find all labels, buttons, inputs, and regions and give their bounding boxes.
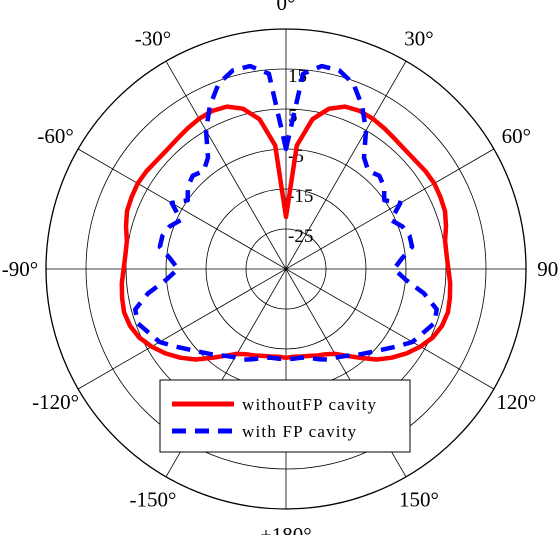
legend-label-with-fp: with FP cavity xyxy=(242,422,357,441)
angle-tick-label: 30° xyxy=(404,27,433,51)
angle-tick-label: 90° xyxy=(537,257,558,281)
angle-tick-label: -120° xyxy=(32,390,79,414)
angle-tick-label: 0° xyxy=(277,0,296,15)
angle-tick-label: 60° xyxy=(502,124,531,148)
radial-tick-label: -15 xyxy=(288,186,313,207)
series-line-with-fp xyxy=(133,63,439,362)
angle-tick-label: -30° xyxy=(135,27,171,51)
angle-tick-label: 120° xyxy=(496,390,536,414)
angle-tick-label: -60° xyxy=(37,124,73,148)
angle-tick-label: 150° xyxy=(399,487,439,511)
legend: withoutFP cavity with FP cavity xyxy=(159,379,411,453)
series-layer xyxy=(119,63,453,362)
legend-label-without-fp: withoutFP cavity xyxy=(242,395,377,414)
legend-box xyxy=(159,379,411,453)
angle-tick-label: -90° xyxy=(2,257,38,281)
series-line-without-fp xyxy=(119,104,453,362)
angle-tick-label: ±180° xyxy=(260,523,311,535)
radial-tick-label: -25 xyxy=(288,226,313,247)
angle-tick-label: -150° xyxy=(130,487,177,511)
